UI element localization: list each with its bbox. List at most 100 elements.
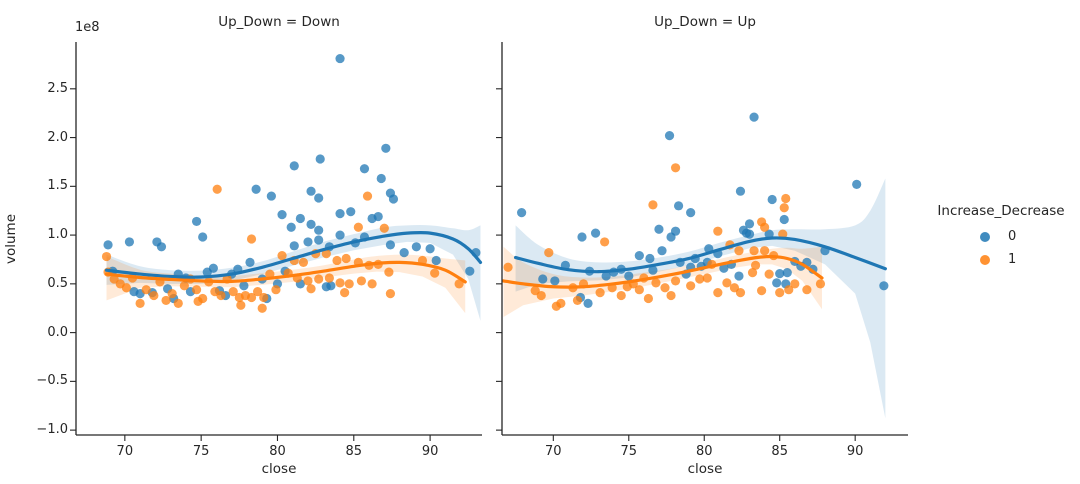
legend-item-label: 1 [1008,252,1017,267]
data-point-series-1 [246,234,257,244]
data-point-series-1 [353,222,363,232]
data-point-series-1 [277,250,287,261]
data-point-series-0 [251,184,261,194]
x-tick-label: 85 [345,444,363,459]
data-point-series-1 [253,287,263,297]
ci-band-series-1 [106,254,466,314]
facet-title-down: Up_Down = Down [218,14,340,30]
data-point-series-1 [670,163,681,173]
data-point-series-0 [425,244,435,254]
data-point-series-1 [298,257,309,267]
y-axis-label: volume [3,214,19,265]
data-point-series-1 [802,285,812,295]
data-point-series-0 [538,274,548,284]
data-point-series-0 [744,229,755,239]
data-point-series-0 [245,257,255,267]
x-tick-label: 90 [846,444,864,459]
data-point-series-0 [335,230,345,240]
trend-line-series-0 [104,230,483,279]
y-tick-label: −0.5 [36,373,68,389]
data-point-series-1 [246,292,257,303]
data-point-series-1 [303,276,313,286]
data-point-series-1 [362,191,373,201]
data-point-series-1 [332,255,342,266]
data-point-series-0 [306,219,316,229]
data-point-series-0 [670,226,681,236]
data-point-series-1 [670,276,681,286]
x-tick-label: 80 [269,444,286,459]
data-point-series-1 [212,184,222,194]
data-point-series-1 [702,273,712,283]
y-tick-label: 0.0 [47,324,68,340]
trend-line-series-1 [104,260,467,284]
data-point-series-0 [376,173,386,184]
data-point-series-0 [577,232,587,242]
data-point-series-0 [411,242,421,252]
data-point-series-0 [359,164,370,174]
data-point-series-0 [239,281,249,291]
data-point-series-0 [314,235,324,245]
x-tick-label: 70 [116,444,134,459]
data-point-series-1 [341,253,351,264]
data-point-series-0 [673,201,684,211]
data-point-series-0 [634,250,644,261]
data-point-series-1 [779,203,789,213]
legend-marker-icon [980,231,990,242]
data-point-series-0 [388,194,399,204]
data-point-series-1 [321,249,331,259]
x-axis-label-down: close [261,461,297,477]
data-point-series-1 [686,281,696,291]
data-point-series-0 [772,278,782,288]
data-point-series-0 [335,209,345,219]
data-point-series-1 [228,287,238,297]
data-point-series-0 [295,213,305,224]
data-point-series-1 [379,223,389,233]
y-tick-label: 2.5 [47,80,68,96]
data-point-series-0 [767,194,777,205]
data-point-series-1 [324,273,334,283]
data-point-series-0 [465,266,475,276]
trend-line-series-0 [513,236,887,274]
data-point-series-1 [271,285,281,295]
data-point-series-0 [648,265,658,275]
data-point-series-1 [101,251,112,262]
data-point-series-1 [666,290,676,301]
data-point-series-1 [306,284,316,294]
data-point-series-0 [583,298,593,308]
data-point-series-0 [208,263,218,273]
data-point-series-1 [651,278,661,288]
data-point-series-0 [775,269,785,279]
data-point-series-0 [657,246,667,256]
data-point-series-1 [756,286,767,296]
data-point-series-1 [179,281,189,291]
data-point-series-1 [544,248,554,258]
data-point-series-0 [852,179,862,189]
data-point-series-1 [335,278,345,288]
data-point-series-1 [141,285,151,295]
data-point-series-0 [624,271,634,281]
legend-item-1: 1 [925,248,1077,271]
data-point-series-1 [735,288,746,298]
data-point-series-1 [595,288,605,298]
data-point-series-1 [695,274,705,284]
data-point-series-1 [503,262,513,272]
data-point-series-1 [760,246,770,256]
data-point-series-1 [747,268,758,278]
data-point-series-0 [686,208,696,218]
data-point-series-1 [367,279,377,289]
data-point-series-1 [257,303,267,313]
data-point-series-0 [385,240,396,250]
data-point-series-1 [236,300,246,310]
data-point-series-0 [381,143,391,153]
data-point-series-0 [289,241,299,251]
legend-item-label: 0 [1008,229,1017,244]
data-point-series-1 [344,279,354,289]
data-point-series-1 [216,290,226,301]
data-point-series-0 [645,253,655,264]
data-point-series-0 [156,242,167,252]
data-point-series-1 [764,269,774,279]
data-point-series-0 [335,53,345,64]
data-point-series-1 [784,285,794,295]
